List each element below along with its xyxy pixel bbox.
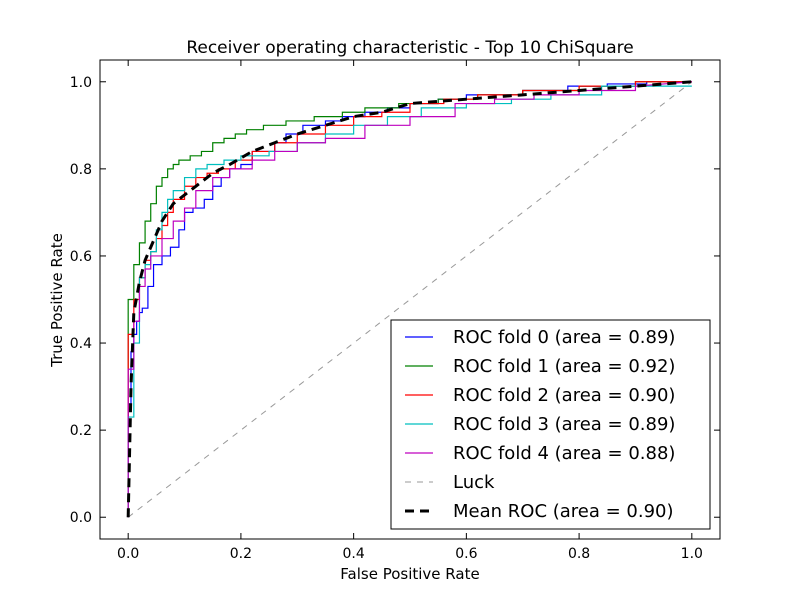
series-line-1 [127,81,692,518]
legend: ROC fold 0 (area = 0.89) ROC fold 1 (area… [390,319,711,530]
x-tick-label-3: 0.6 [455,546,477,562]
legend-label-6: Mean ROC (area = 0.90) [453,501,674,522]
x-tick-label-5: 1.0 [681,546,703,562]
legend-label-1: ROC fold 1 (area = 0.92) [453,356,675,377]
x-tick-label-0: 0.0 [117,546,139,562]
series-line-5 [127,81,693,518]
plot-area [126,80,693,518]
plot-frame [99,59,721,540]
y-axis-label: True Positive Rate [48,233,66,368]
legend-label-4: ROC fold 4 (area = 0.88) [453,443,675,464]
x-tick-label-1: 0.2 [230,546,252,562]
x-tick-label-4: 0.8 [568,546,590,562]
series-line-6 [126,80,692,518]
legend-label-0: ROC fold 0 (area = 0.89) [453,327,675,348]
y-tick-label-1: 0.2 [70,423,92,439]
legend-box [390,319,711,530]
y-tick-label-2: 0.4 [70,336,92,352]
axis-ticks: 0.0 0.2 0.4 0.6 0.8 1.0 0.0 0.2 0.4 0.6 0.8 1.0 [70,60,720,562]
legend-label-5: Luck [453,472,495,493]
x-tick-label-2: 0.4 [343,546,365,562]
y-tick-label-3: 0.6 [70,249,92,265]
y-tick-label-5: 1.0 [70,75,92,91]
x-axis-label: False Positive Rate [340,565,479,583]
legend-label-2: ROC fold 2 (area = 0.90) [453,385,675,406]
series-line-4 [127,81,692,518]
legend-label-3: ROC fold 3 (area = 0.89) [453,414,675,435]
chart-title: Receiver operating characteristic - Top … [186,38,633,58]
y-tick-label-0: 0.0 [70,510,92,526]
y-tick-label-4: 0.8 [70,162,92,178]
